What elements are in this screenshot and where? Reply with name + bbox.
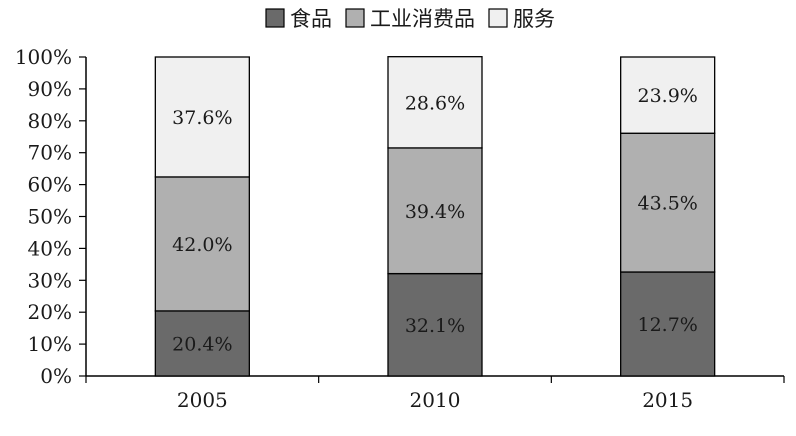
y-axis: 0% 10% 20% 30% 40% 50% 60% 70% 80% 90% 100% (15, 45, 87, 388)
y-tick-label: 60% (28, 173, 72, 197)
y-tick-label: 50% (28, 205, 72, 229)
data-label: 12.7% (637, 314, 697, 336)
x-tick-label: 2015 (642, 388, 693, 412)
y-tick-label: 20% (28, 300, 72, 324)
legend: 食品 工业消费品 服务 (265, 7, 555, 31)
data-label: 39.4% (405, 201, 465, 223)
bar-segment (154, 310, 250, 377)
x-axis: 2005 2010 2015 (85, 375, 785, 412)
y-tick-label: 90% (28, 77, 72, 101)
data-label: 42.0% (172, 234, 232, 256)
bar-segment (154, 176, 250, 312)
legend-swatch (345, 8, 365, 28)
x-tick-label: 2005 (177, 388, 228, 412)
bar-segment (620, 132, 716, 273)
y-tick-label: 70% (28, 141, 72, 165)
y-tick-label: 0% (40, 364, 72, 388)
legend-label: 服务 (513, 7, 555, 31)
bars (154, 56, 716, 377)
legend-swatch (265, 8, 285, 28)
x-tick-label: 2010 (410, 388, 461, 412)
bar-segment (154, 56, 250, 178)
bar-segment (387, 56, 483, 149)
data-label: 20.4% (172, 333, 232, 355)
y-tick-label: 80% (28, 109, 72, 133)
y-tick-label: 30% (28, 268, 72, 292)
legend-swatch (488, 8, 508, 28)
data-label: 28.6% (405, 92, 465, 114)
data-labels: 20.4% 42.0% 37.6% 32.1% 39.4% 28.6% 12.7% 43.5%… (172, 85, 698, 355)
legend-label: 食品 (290, 7, 332, 31)
bar-segment (387, 272, 483, 377)
data-label: 43.5% (637, 193, 697, 215)
bar-segment (620, 56, 716, 134)
data-label: 32.1% (405, 315, 465, 337)
bar-segment (387, 147, 483, 275)
data-label: 37.6% (172, 107, 232, 129)
data-label: 23.9% (637, 85, 697, 107)
y-tick-label: 10% (28, 332, 72, 356)
y-tick-label: 100% (15, 45, 72, 69)
legend-label: 工业消费品 (370, 7, 475, 31)
y-tick-label: 40% (28, 236, 72, 260)
